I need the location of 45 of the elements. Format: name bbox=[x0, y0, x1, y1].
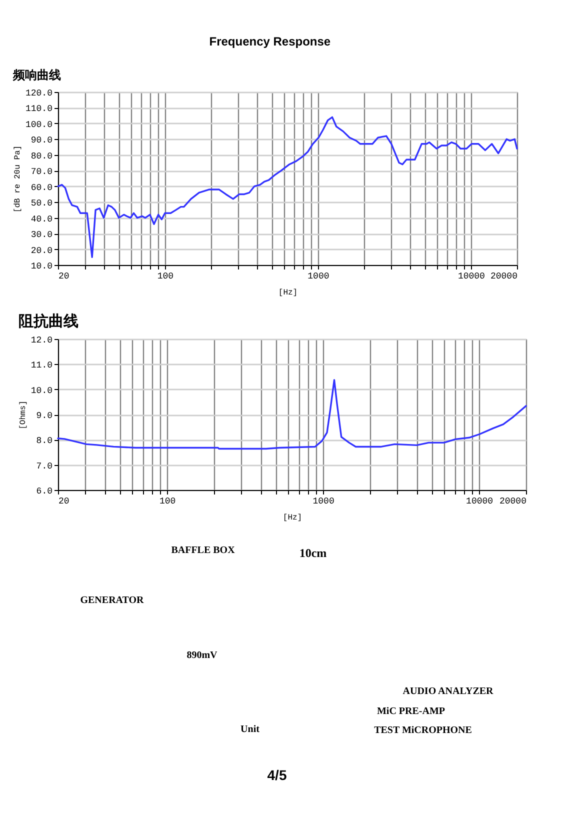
y-tick-label: 11.0 bbox=[30, 360, 52, 371]
x-tick-label: 100 bbox=[157, 272, 174, 282]
y-tick-label: 100.0 bbox=[25, 120, 52, 130]
y-axis-title: [dB re 20u Pa] bbox=[13, 145, 22, 213]
y-tick-label: 50.0 bbox=[30, 198, 52, 209]
text: AUDIO ANALYZER bbox=[402, 686, 494, 697]
y-tick-label: 120.0 bbox=[25, 88, 52, 98]
y-tick-label: 80.0 bbox=[30, 151, 52, 162]
text: 890mV bbox=[186, 650, 218, 661]
y-tick-label: 110.0 bbox=[25, 104, 52, 114]
chart-subtitle: 频响曲线 bbox=[12, 68, 61, 82]
y-tick-label: 70.0 bbox=[30, 167, 52, 178]
y-tick-label: 40.0 bbox=[30, 214, 52, 224]
x-tick-label: 10000 bbox=[458, 272, 485, 282]
x-tick-label: 20 bbox=[58, 496, 70, 506]
text: Unit bbox=[240, 724, 260, 735]
y-tick-label: 20.0 bbox=[30, 246, 52, 256]
y-tick-label: 10.0 bbox=[30, 262, 52, 272]
x-tick-label: 1000 bbox=[308, 272, 330, 282]
text: GENERATOR bbox=[80, 595, 145, 606]
y-tick-label: 7.0 bbox=[36, 461, 52, 472]
y-tick-label: 10.0 bbox=[30, 386, 52, 396]
y-tick-label: 90.0 bbox=[30, 136, 52, 146]
x-axis-title: [Hz] bbox=[282, 514, 302, 522]
x-tick-label: 20000 bbox=[499, 496, 526, 506]
text: TEST MiCROPHONE bbox=[374, 725, 472, 736]
x-tick-label: 20 bbox=[58, 272, 70, 282]
y-tick-label: 6.0 bbox=[36, 486, 52, 496]
y-tick-label: 12.0 bbox=[30, 336, 52, 346]
x-tick-label: 1000 bbox=[312, 496, 334, 506]
chart-title: Frequency Response bbox=[209, 34, 331, 48]
chart-title: 阻抗曲线 bbox=[18, 313, 78, 330]
y-tick-label: 9.0 bbox=[36, 411, 52, 421]
y-tick-label: 8.0 bbox=[36, 436, 52, 446]
x-axis-title: [Hz] bbox=[278, 288, 298, 298]
y-tick-label: 60.0 bbox=[30, 182, 52, 193]
x-tick-label: 100 bbox=[159, 496, 176, 506]
text: 10cm bbox=[299, 546, 327, 560]
text: MiC PRE-AMP bbox=[376, 706, 446, 717]
x-tick-label: 10000 bbox=[466, 496, 494, 506]
y-tick-label: 30.0 bbox=[30, 230, 52, 240]
x-tick-label: 20000 bbox=[490, 272, 518, 282]
text: 4/5 bbox=[267, 767, 287, 783]
y-axis-title: [Ohms] bbox=[18, 400, 28, 430]
text: BAFFLE BOX bbox=[171, 545, 236, 556]
